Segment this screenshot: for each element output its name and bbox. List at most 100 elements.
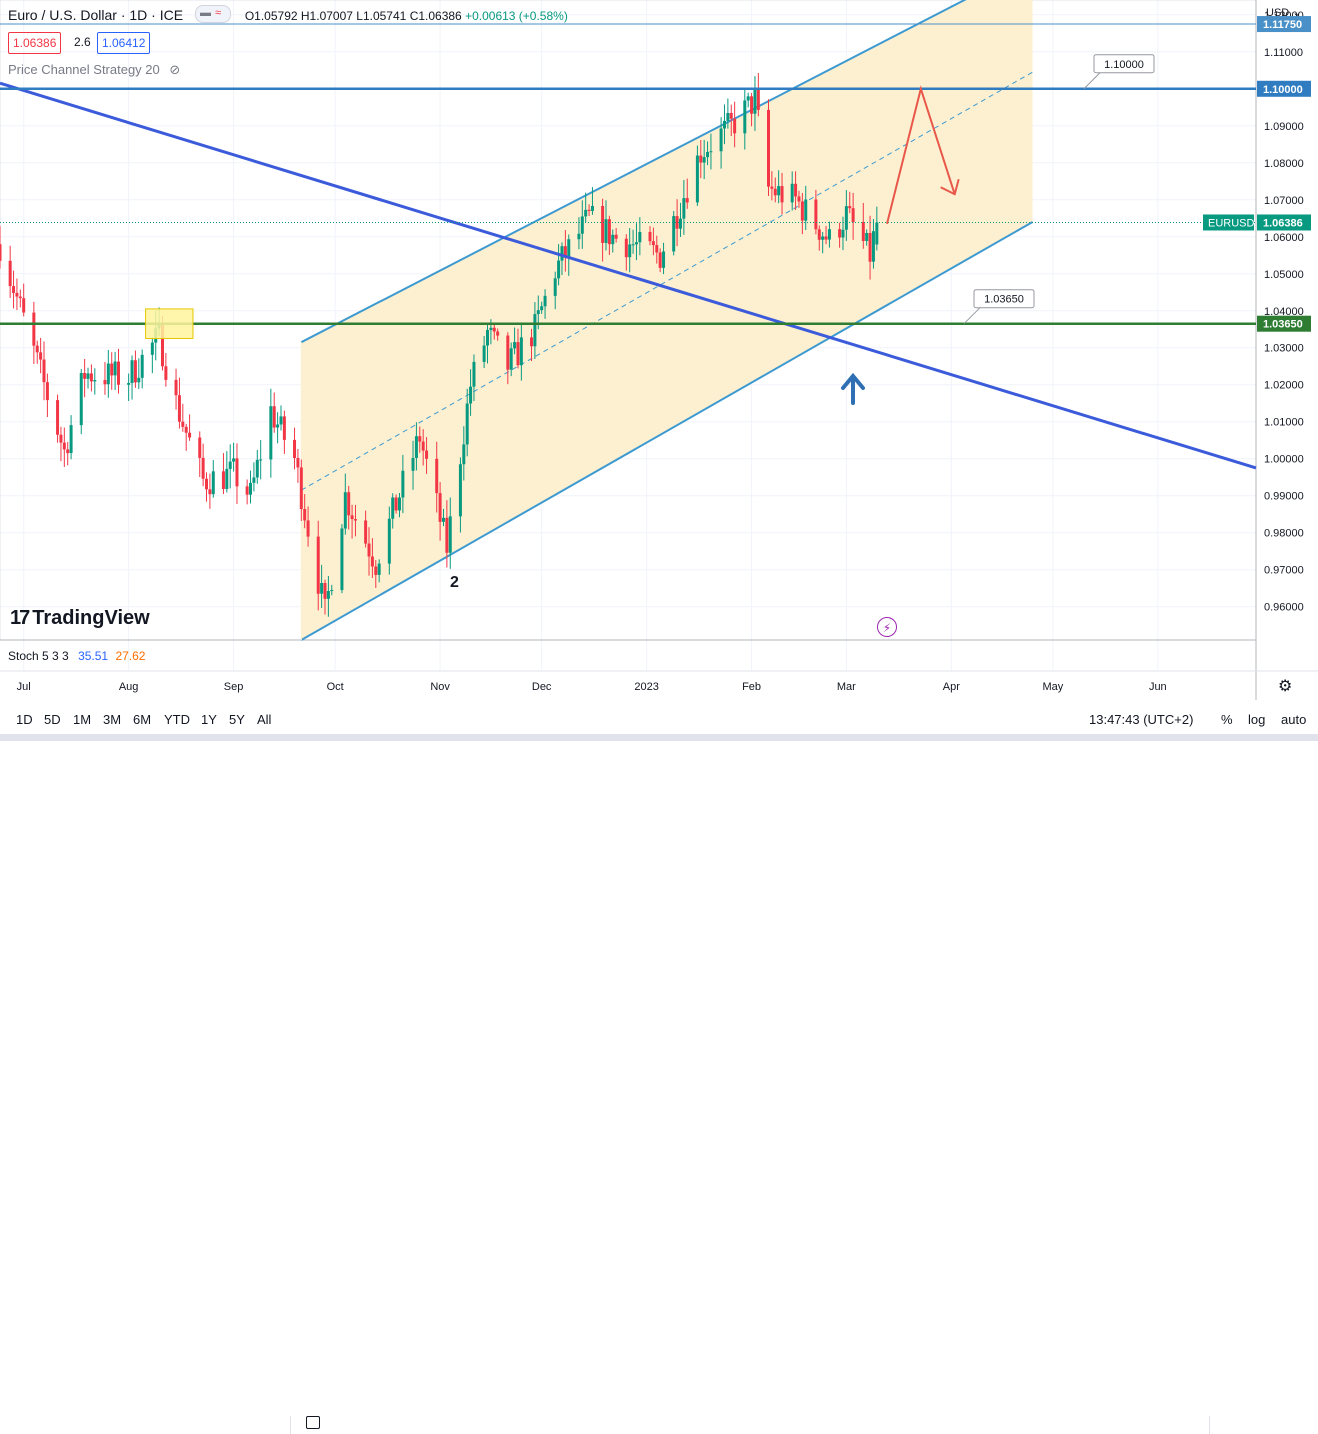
candle-body <box>794 183 798 197</box>
candle-body <box>804 199 808 221</box>
clock[interactable]: 13:47:43 (UTC+2) <box>1089 712 1194 727</box>
stoch-legend[interactable]: Stoch 5 3 3 35.51 27.62 <box>8 649 145 663</box>
candle-body <box>39 352 43 360</box>
candle-body <box>418 436 422 442</box>
candle-body <box>662 251 666 268</box>
calendar-icon[interactable] <box>306 1416 320 1429</box>
candle-body <box>445 517 449 553</box>
candle-body <box>177 395 181 422</box>
auto-toggle[interactable]: auto <box>1281 712 1307 727</box>
candle-body <box>174 379 178 396</box>
candle-body <box>530 337 534 347</box>
candle-body <box>293 439 297 459</box>
time-axis[interactable]: Jul Aug Sep Oct Nov Dec 2023 Feb Mar Apr May Jun <box>17 681 1167 693</box>
candle-body <box>18 296 22 299</box>
candle-body <box>824 236 828 240</box>
log-toggle[interactable]: log <box>1248 712 1266 727</box>
time-tick-label: 2023 <box>634 681 658 693</box>
indicator-label[interactable]: Price Channel Strategy 20 ⊘ <box>8 62 180 78</box>
candle-body <box>726 112 730 121</box>
gear-icon[interactable]: ⚙ <box>1278 678 1293 695</box>
candle-body <box>198 437 202 458</box>
candle-body <box>536 310 540 315</box>
candle-body <box>106 363 110 385</box>
candle-body <box>401 470 405 498</box>
price-axis[interactable]: 1.120001.110001.100001.090001.080001.070… <box>1257 10 1311 614</box>
wave-label[interactable]: 2 <box>450 574 459 591</box>
low-value: L1.05741 <box>356 9 407 23</box>
price-channel[interactable] <box>300 0 1034 641</box>
candle-body <box>756 89 760 110</box>
candle-body <box>702 157 706 163</box>
arrow-up-icon[interactable] <box>841 372 865 405</box>
candle-body <box>458 464 462 517</box>
candle-body <box>678 218 682 229</box>
timeframe-all[interactable]: All <box>257 712 272 727</box>
candle-body <box>164 366 168 380</box>
candle-body <box>22 298 26 313</box>
timeframe-6m[interactable]: 6M <box>133 712 152 727</box>
bid-price[interactable]: 1.06386 <box>8 32 62 54</box>
timeframe-1d[interactable]: 1D <box>16 712 33 727</box>
candle-body <box>557 260 561 279</box>
forecast-arrowhead <box>940 178 960 196</box>
market-status-pill[interactable]: ▬ ≈ <box>194 5 231 24</box>
candle-body <box>69 425 73 454</box>
price-tick-label: 0.96000 <box>1264 602 1304 614</box>
last-price-axis-label: 1.06386 <box>1263 217 1303 229</box>
timeframe-1m[interactable]: 1M <box>73 712 92 727</box>
candle-body <box>391 497 395 519</box>
candle-body <box>15 292 19 297</box>
toolbar-separator <box>290 1416 291 1434</box>
candle-body <box>699 155 703 163</box>
candle-body <box>397 497 401 511</box>
percent-toggle[interactable]: % <box>1221 712 1233 727</box>
resistance-1.1175-axis-tag <box>1257 16 1311 33</box>
timeframe-5y[interactable]: 5Y <box>229 712 245 727</box>
candle-body <box>753 89 757 114</box>
channel-lower-line[interactable] <box>300 221 1034 641</box>
chevron-down-icon: ⌄ <box>1292 7 1302 19</box>
candle-body <box>377 563 381 575</box>
callout-box[interactable] <box>1093 54 1155 74</box>
candle-body <box>790 183 794 203</box>
candle-body <box>441 517 445 522</box>
candle-body <box>509 348 513 370</box>
candle-body <box>706 151 710 158</box>
highlight-zone[interactable] <box>145 308 194 339</box>
symbol-title[interactable]: Euro / U.S. Dollar · 1D · ICE <box>8 7 184 23</box>
candle-body <box>469 386 473 404</box>
ask-price[interactable]: 1.06412 <box>97 32 151 54</box>
timeframe-3m[interactable]: 3M <box>103 712 122 727</box>
support-1.0365-axis-label: 1.03650 <box>1263 319 1303 331</box>
candle-body <box>628 244 632 258</box>
hidden-eye-icon[interactable]: ⊘ <box>169 62 181 77</box>
time-tick-label: Nov <box>430 681 450 693</box>
candle-body <box>350 515 354 520</box>
price-tick-label: 1.03000 <box>1264 343 1304 355</box>
channel-upper-line[interactable] <box>300 0 968 344</box>
candle-body <box>780 186 784 203</box>
callout-box[interactable] <box>973 289 1035 309</box>
candle-body <box>465 403 469 445</box>
currency-selector[interactable]: USD ⌄ <box>1266 7 1302 19</box>
candle-body <box>414 436 418 458</box>
bolt-icon[interactable]: ⚡ <box>877 617 897 637</box>
candle-body <box>492 327 496 332</box>
timeframe-ytd[interactable]: YTD <box>164 712 190 727</box>
bottom-strip <box>0 734 1318 741</box>
forecast-path[interactable] <box>886 85 956 225</box>
timeframe-1y[interactable]: 1Y <box>201 712 217 727</box>
overlays[interactable]: EURUSD 1.10000 1.03650 2 <box>0 23 1257 591</box>
candle-body <box>851 208 855 223</box>
candle-body <box>746 96 750 101</box>
timeframe-5d[interactable]: 5D <box>44 712 61 727</box>
tradingview-logo[interactable]: 17 TradingView <box>10 607 150 630</box>
change-value: +0.00613 (+0.58%) <box>465 9 568 23</box>
candle-body <box>709 151 713 153</box>
candle-body <box>387 518 391 564</box>
candle-body <box>766 109 770 187</box>
candle-body <box>110 363 114 376</box>
descending-trendline[interactable] <box>0 81 1257 470</box>
